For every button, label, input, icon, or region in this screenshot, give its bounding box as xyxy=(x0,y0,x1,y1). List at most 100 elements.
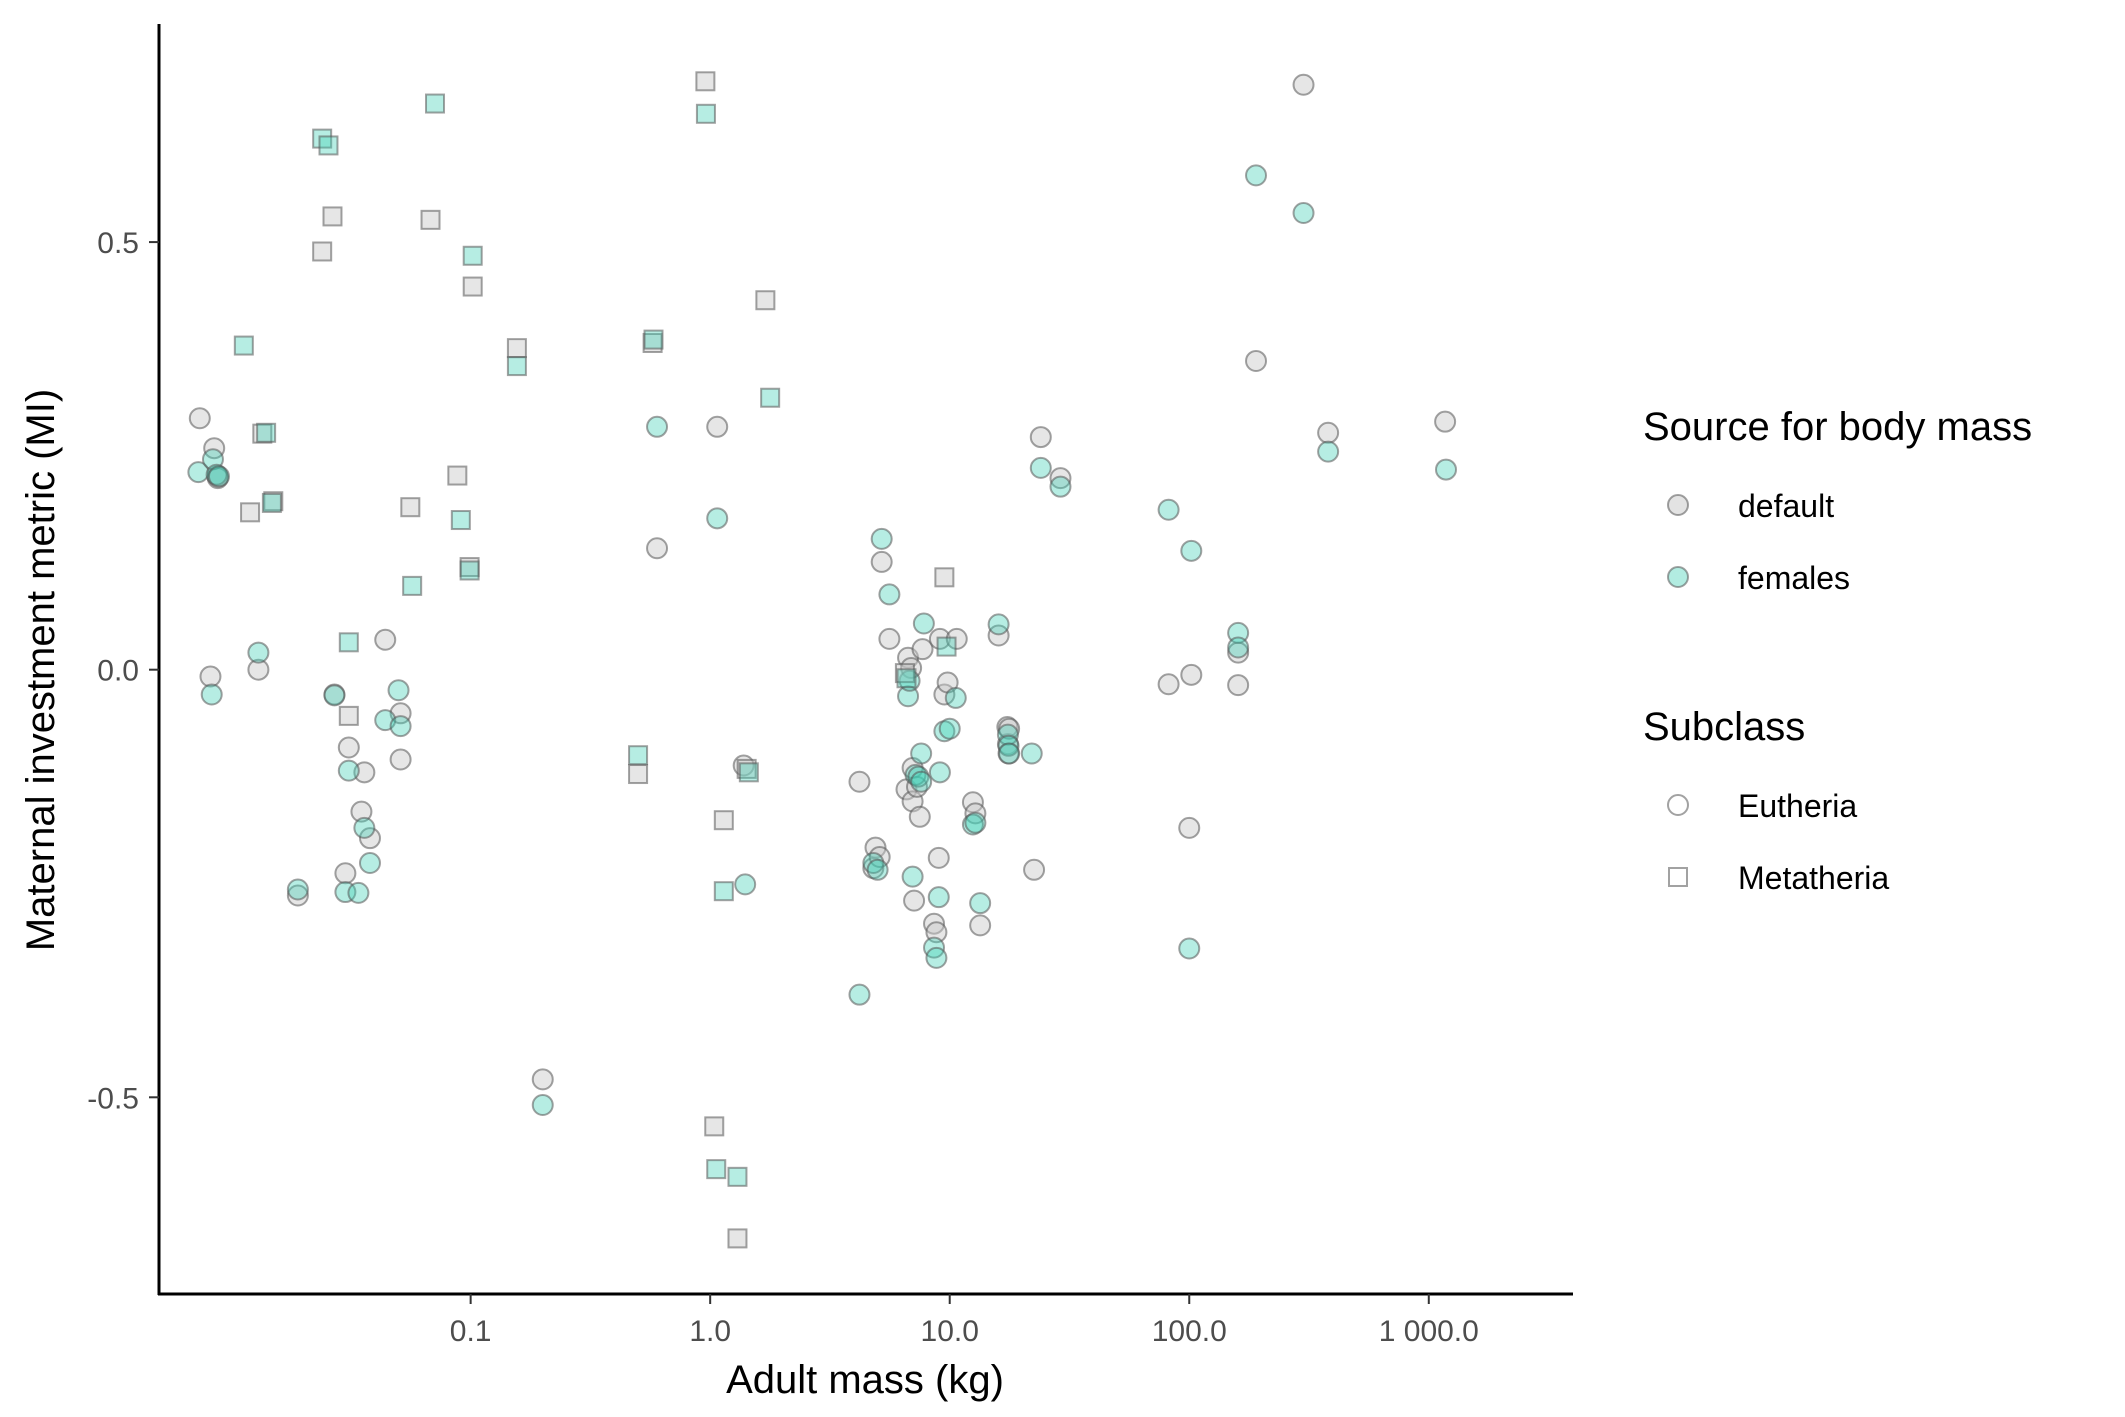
data-point-default-eutheria xyxy=(908,805,931,828)
data-point-females-eutheria xyxy=(734,873,757,896)
data-point-females-eutheria xyxy=(944,686,967,709)
data-point-default-metatheria xyxy=(447,465,468,486)
data-point-default-eutheria xyxy=(358,827,381,850)
data-point-females-eutheria xyxy=(997,734,1020,757)
data-point-females-metatheria xyxy=(261,492,282,513)
data-point-females-eutheria xyxy=(1227,636,1250,659)
data-point-females-eutheria xyxy=(998,742,1021,765)
data-point-females-metatheria xyxy=(738,762,759,783)
data-point-females-eutheria xyxy=(1049,475,1072,498)
legend-source: Source for body mass default females xyxy=(1643,405,2032,596)
data-point-default-eutheria xyxy=(878,627,901,650)
data-point-females-metatheria xyxy=(643,329,664,350)
data-point-default-metatheria xyxy=(695,71,716,92)
data-point-females-eutheria xyxy=(337,759,360,782)
data-point-default-eutheria xyxy=(706,415,729,438)
data-point-default-eutheria xyxy=(927,846,950,869)
legend-label-females: females xyxy=(1738,560,1850,596)
legend-subclass: Subclass Eutheria Metatheria xyxy=(1643,705,1889,896)
data-point-females-eutheria xyxy=(878,583,901,606)
y-ticks: 0.5 0.0 -0.5 xyxy=(87,227,159,1115)
data-point-females-eutheria xyxy=(358,851,381,874)
data-point-females-eutheria xyxy=(389,715,412,738)
data-point-default-eutheria xyxy=(247,658,270,681)
data-point-females-metatheria xyxy=(256,422,277,443)
data-point-females-metatheria xyxy=(233,335,254,356)
data-point-females-metatheria xyxy=(727,1166,748,1187)
data-point-females-eutheria xyxy=(200,683,223,706)
data-point-default-eutheria xyxy=(923,912,946,935)
data-point-females-metatheria xyxy=(450,510,471,531)
legend-key-metatheria xyxy=(1668,867,1688,887)
y-tick-label: 0.0 xyxy=(97,655,139,688)
data-point-females-metatheria xyxy=(896,668,917,689)
data-point-females-eutheria xyxy=(938,717,961,740)
data-point-females-eutheria xyxy=(901,865,924,888)
data-point-females-eutheria xyxy=(910,770,933,793)
data-point-females-eutheria xyxy=(927,886,950,909)
data-point-default-eutheria xyxy=(353,761,376,784)
data-point-females-eutheria xyxy=(353,816,376,839)
data-point-default-eutheria xyxy=(945,627,968,650)
data-point-females-metatheria xyxy=(713,881,734,902)
legend-label-eutheria: Eutheria xyxy=(1738,788,1857,824)
data-point-default-metatheria xyxy=(322,206,343,227)
data-point-females-metatheria xyxy=(706,1159,727,1180)
data-point-females-eutheria xyxy=(987,613,1010,636)
data-point-default-eutheria xyxy=(337,736,360,759)
data-point-default-eutheria xyxy=(1023,858,1046,881)
data-point-default-eutheria xyxy=(870,550,893,573)
legend-label-metatheria: Metatheria xyxy=(1738,860,1889,896)
data-point-default-metatheria xyxy=(420,209,441,230)
data-point-default-eutheria xyxy=(188,407,211,430)
data-point-females-eutheria xyxy=(247,641,270,664)
data-point-default-metatheria xyxy=(628,764,649,785)
x-axis-title: Adult mass (kg) xyxy=(726,1358,1004,1402)
data-point-default-metatheria xyxy=(704,1116,725,1137)
x-tick-label: 10.0 xyxy=(921,1315,979,1348)
plot-area xyxy=(187,71,1458,1249)
data-point-females-metatheria xyxy=(459,560,480,581)
data-point-default-eutheria xyxy=(334,862,357,885)
data-point-females-eutheria xyxy=(910,742,933,765)
data-point-females-eutheria xyxy=(1292,202,1315,225)
data-point-females-eutheria xyxy=(848,983,871,1006)
y-axis-title: Maternal investment metric (MI) xyxy=(19,389,63,951)
y-tick-label: 0.5 xyxy=(97,227,139,260)
x-ticks: 0.1 1.0 10.0 100.0 1 000.0 xyxy=(450,1294,1479,1348)
data-point-default-eutheria xyxy=(1292,73,1315,96)
data-point-females-eutheria xyxy=(323,684,346,707)
data-point-females-metatheria xyxy=(312,128,333,149)
x-tick-label: 100.0 xyxy=(1152,1315,1227,1348)
data-point-females-eutheria xyxy=(1178,937,1201,960)
data-point-default-eutheria xyxy=(1317,421,1340,444)
y-tick-label: -0.5 xyxy=(87,1082,139,1115)
data-point-females-eutheria xyxy=(187,461,210,484)
data-point-females-eutheria xyxy=(1245,164,1268,187)
data-point-default-eutheria xyxy=(969,914,992,937)
data-point-default-eutheria xyxy=(1434,410,1457,433)
data-point-default-eutheria xyxy=(203,437,226,460)
data-point-females-metatheria xyxy=(425,93,446,114)
data-point-default-eutheria xyxy=(389,748,412,771)
data-point-default-eutheria xyxy=(911,638,934,661)
data-point-females-metatheria xyxy=(628,745,649,766)
data-point-default-metatheria xyxy=(736,758,757,779)
x-tick-label: 1 000.0 xyxy=(1379,1315,1479,1348)
data-point-females-metatheria xyxy=(402,575,423,596)
legend-key-eutheria xyxy=(1667,794,1689,816)
data-point-default-metatheria xyxy=(462,276,483,297)
data-point-default-eutheria xyxy=(531,1068,554,1091)
data-point-females-eutheria xyxy=(925,946,948,969)
data-point-default-eutheria xyxy=(848,770,871,793)
data-point-females-metatheria xyxy=(936,636,957,657)
data-point-females-eutheria xyxy=(286,878,309,901)
data-point-default-eutheria xyxy=(646,537,669,560)
data-point-females-eutheria xyxy=(928,761,951,784)
data-point-default-eutheria xyxy=(928,627,951,650)
data-point-females-metatheria xyxy=(695,103,716,124)
data-point-default-metatheria xyxy=(934,567,955,588)
data-point-females-eutheria xyxy=(1029,456,1052,479)
data-point-default-metatheria xyxy=(506,338,527,359)
